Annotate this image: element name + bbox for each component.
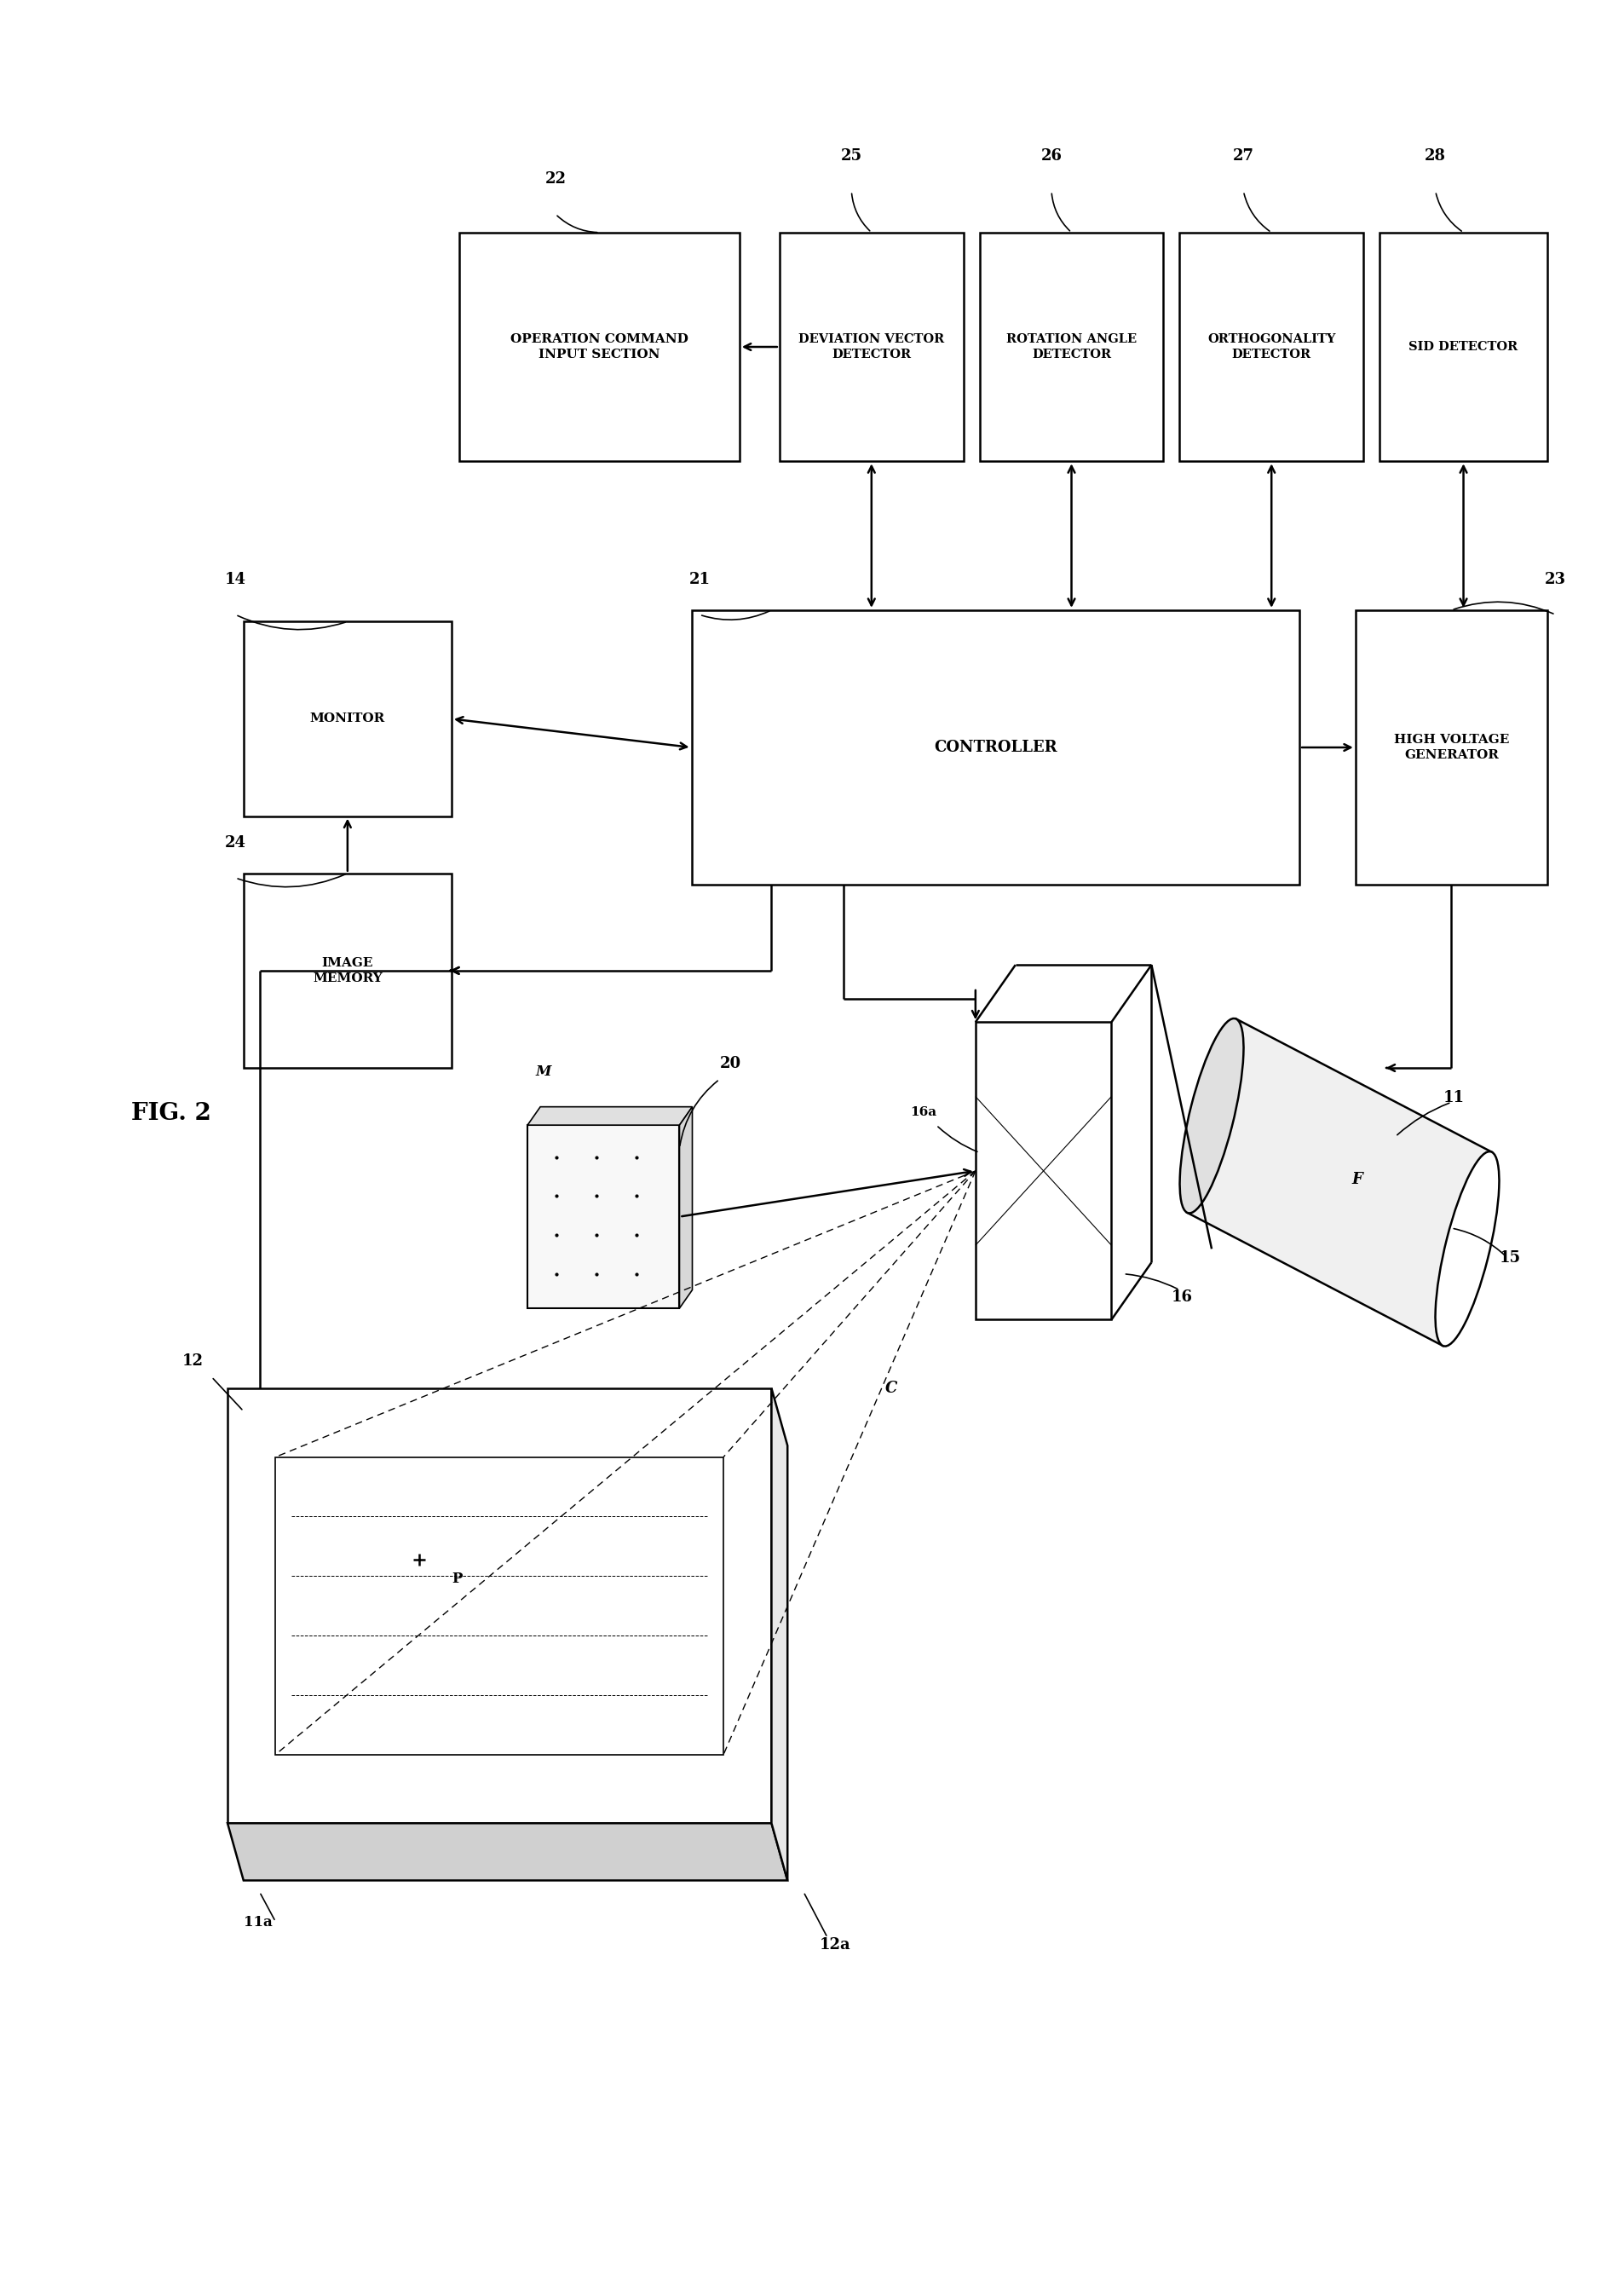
Text: DEVIATION VECTOR
DETECTOR: DEVIATION VECTOR DETECTOR	[799, 333, 945, 360]
Polygon shape	[771, 1389, 787, 1880]
Text: IMAGE
MEMORY: IMAGE MEMORY	[313, 957, 382, 985]
Text: 21: 21	[689, 572, 710, 588]
Bar	[1180, 232, 1363, 461]
Text: HIGH VOLTAGE
GENERATOR: HIGH VOLTAGE GENERATOR	[1393, 735, 1509, 760]
Text: 26: 26	[1041, 149, 1062, 163]
Bar	[691, 611, 1300, 884]
Bar	[244, 622, 452, 815]
Text: 24: 24	[225, 836, 246, 850]
Text: 14: 14	[225, 572, 246, 588]
Text: SID DETECTOR: SID DETECTOR	[1409, 340, 1519, 354]
Text: 16: 16	[1172, 1290, 1192, 1304]
Text: 12a: 12a	[820, 1938, 850, 1952]
Bar	[1188, 1019, 1491, 1345]
Bar	[1379, 232, 1548, 461]
Polygon shape	[275, 1458, 723, 1754]
Bar	[460, 232, 739, 461]
Text: P: P	[452, 1570, 463, 1587]
Text: 22: 22	[545, 172, 566, 186]
Text: ROTATION ANGLE
DETECTOR: ROTATION ANGLE DETECTOR	[1006, 333, 1136, 360]
Ellipse shape	[1435, 1153, 1499, 1345]
Text: M: M	[535, 1065, 551, 1079]
Bar	[980, 232, 1163, 461]
Ellipse shape	[1180, 1019, 1244, 1212]
Text: F: F	[1351, 1171, 1363, 1187]
Text: MONITOR: MONITOR	[310, 712, 386, 726]
Text: FIG. 2: FIG. 2	[132, 1102, 212, 1125]
Text: 27: 27	[1233, 149, 1253, 163]
Text: CONTROLLER: CONTROLLER	[934, 739, 1057, 755]
Text: 23: 23	[1544, 572, 1567, 588]
Text: C: C	[885, 1380, 898, 1396]
Text: 11: 11	[1443, 1091, 1464, 1107]
Polygon shape	[527, 1107, 693, 1125]
Text: 28: 28	[1425, 149, 1446, 163]
Text: 20: 20	[720, 1056, 741, 1072]
Polygon shape	[228, 1389, 771, 1823]
Bar	[244, 872, 452, 1068]
Text: 12: 12	[182, 1355, 204, 1368]
Bar	[1355, 611, 1548, 884]
Text: 15: 15	[1499, 1251, 1520, 1265]
Text: 16a: 16a	[910, 1107, 937, 1118]
Text: OPERATION COMMAND
INPUT SECTION: OPERATION COMMAND INPUT SECTION	[511, 333, 688, 360]
Bar	[527, 1125, 680, 1309]
Polygon shape	[680, 1107, 693, 1309]
Text: 25: 25	[840, 149, 863, 163]
Text: 11a: 11a	[244, 1915, 272, 1929]
Polygon shape	[228, 1823, 787, 1880]
Text: ORTHOGONALITY
DETECTOR: ORTHOGONALITY DETECTOR	[1207, 333, 1335, 360]
Bar	[779, 232, 964, 461]
